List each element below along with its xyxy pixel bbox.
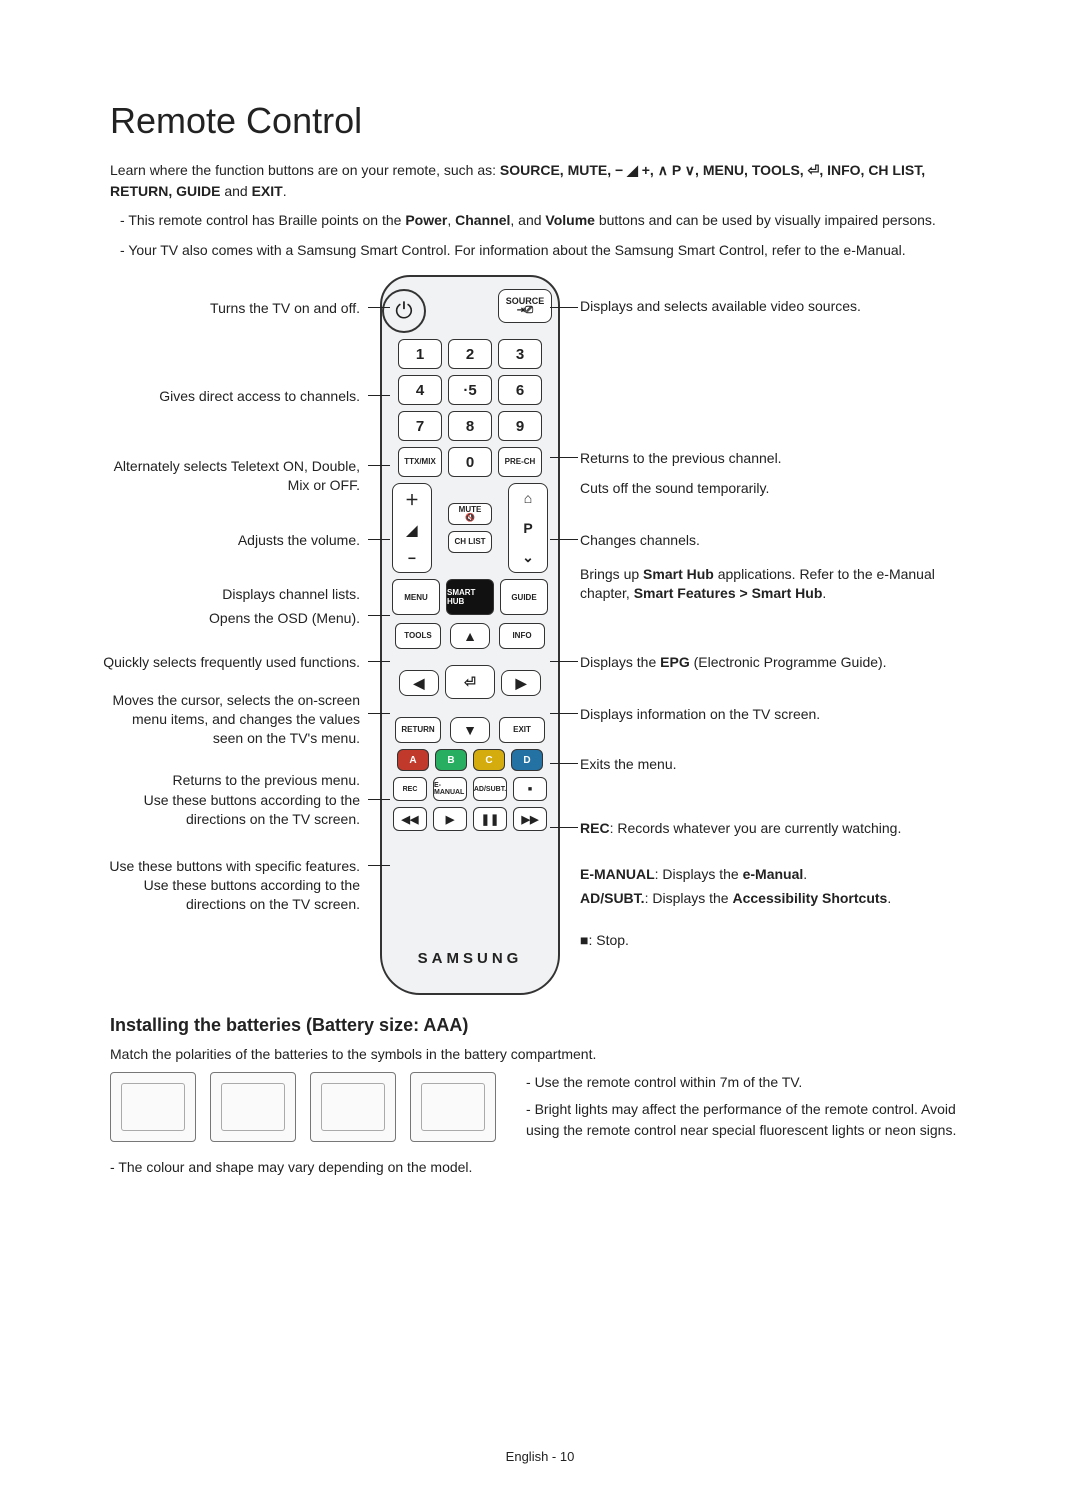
num-5[interactable]: ·5 [448,375,492,405]
color-a-button[interactable]: A [397,749,429,771]
label-power: Turns the TV on and off. [100,299,360,318]
label-source: Displays and selects available video sou… [580,297,980,316]
label-adsubt: AD/SUBT.: Displays the Accessibility Sho… [580,889,980,908]
remote-body: ⏻ SOURCE⇥⎚ 123 4·56 789 TTX/MIX0PRE-CH ＋… [380,275,560,995]
page-title: Remote Control [110,100,980,142]
num-9[interactable]: 9 [498,411,542,441]
batteries-heading: Installing the batteries (Battery size: … [110,1015,980,1036]
remote-diagram: ⏻ SOURCE⇥⎚ 123 4·56 789 TTX/MIX0PRE-CH ＋… [110,275,980,995]
power-button[interactable]: ⏻ [382,289,426,333]
source-button[interactable]: SOURCE⇥⎚ [498,289,552,323]
mute-icon: 🔇 [465,514,475,522]
pause-button[interactable]: ❚❚ [473,807,507,831]
emanual-button[interactable]: E-MANUAL [433,777,467,801]
num-8[interactable]: 8 [448,411,492,441]
play-button[interactable]: ▶ [433,807,467,831]
intro-paragraph: Learn where the function buttons are on … [110,160,980,202]
ttx-button[interactable]: TTX/MIX [398,447,442,477]
volume-icon: ◢ [407,522,418,539]
label-prech: Returns to the previous channel. [580,449,980,468]
return-button[interactable]: RETURN [395,717,441,743]
rewind-button[interactable]: ◀◀ [393,807,427,831]
chevron-down-icon: ⌄ [522,549,534,566]
battery-fig-1 [110,1072,196,1142]
home-icon: ⌂ [524,490,532,506]
label-volume: Adjusts the volume. [100,531,360,550]
nav-left[interactable]: ◀ [399,670,439,696]
tools-button[interactable]: TOOLS [395,623,441,649]
battery-tips: Use the remote control within 7m of the … [526,1072,980,1147]
info-button[interactable]: INFO [499,623,545,649]
nav-down[interactable]: ▼ [450,717,490,743]
label-stop: ■: Stop. [580,931,980,950]
intro-exit: EXIT [252,183,283,199]
label-smarthub: Brings up Smart Hub applications. Refer … [580,565,980,603]
battery-fig-2 [210,1072,296,1142]
nav-cluster: TOOLS INFO RETURN EXIT ▲ ▼ ◀ ▶ ⏎ [395,623,545,743]
num-6[interactable]: 6 [498,375,542,405]
label-rec: REC: Records whatever you are currently … [580,819,980,838]
label-colors: Use these buttons according to the direc… [100,791,360,829]
label-mute: Cuts off the sound temporarily. [580,479,980,498]
volume-rocker[interactable]: ＋◢− [392,483,432,573]
label-nav: Moves the cursor, selects the on-screen … [100,691,360,748]
num-7[interactable]: 7 [398,411,442,441]
label-numbers: Gives direct access to channels. [100,387,360,406]
tip-lights: Bright lights may affect the performance… [526,1099,980,1141]
page-footer: English - 10 [0,1449,1080,1464]
battery-figures [110,1072,496,1142]
stop-button[interactable]: ■ [513,777,547,801]
label-emanual: E-MANUAL: Displays the e-Manual. [580,865,980,884]
color-b-button[interactable]: B [435,749,467,771]
label-playback: Use these buttons with specific features… [100,857,360,914]
color-c-button[interactable]: C [473,749,505,771]
note-smartcontrol: Your TV also comes with a Samsung Smart … [120,240,980,262]
guide-button[interactable]: GUIDE [500,579,548,615]
note-colour-shape: The colour and shape may vary depending … [110,1157,980,1178]
num-4[interactable]: 4 [398,375,442,405]
intro-tail: and [220,183,251,199]
label-menu: Opens the OSD (Menu). [100,609,360,628]
color-d-button[interactable]: D [511,749,543,771]
batteries-lead: Match the polarities of the batteries to… [110,1046,980,1062]
adsubt-button[interactable]: AD/SUBT. [473,777,507,801]
channel-rocker[interactable]: ⌂P⌄ [508,483,548,573]
intro-lead: Learn where the function buttons are on … [110,162,500,178]
nav-up[interactable]: ▲ [450,623,490,649]
battery-fig-4 [410,1072,496,1142]
menu-button[interactable]: MENU [392,579,440,615]
rec-button[interactable]: REC [393,777,427,801]
forward-button[interactable]: ▶▶ [513,807,547,831]
label-guide: Displays the EPG (Electronic Programme G… [580,653,980,672]
label-chlist: Displays channel lists. [100,585,360,604]
brand-logo: SAMSUNG [418,950,523,985]
source-icon: ⇥⎚ [517,306,533,316]
chlist-button[interactable]: CH LIST [448,531,492,553]
note-braille: This remote control has Braille points o… [120,210,980,232]
tip-distance: Use the remote control within 7m of the … [526,1072,980,1093]
label-channel: Changes channels. [580,531,980,550]
label-info: Displays information on the TV screen. [580,705,980,724]
num-1[interactable]: 1 [398,339,442,369]
smarthub-button[interactable]: SMART HUB [446,579,494,615]
mute-button[interactable]: MUTE🔇 [448,503,492,525]
battery-fig-3 [310,1072,396,1142]
num-0[interactable]: 0 [448,447,492,477]
num-2[interactable]: 2 [448,339,492,369]
nav-right[interactable]: ▶ [501,670,541,696]
prech-button[interactable]: PRE-CH [498,447,542,477]
notes-list: This remote control has Braille points o… [120,210,980,261]
label-tools: Quickly selects frequently used function… [100,653,360,672]
label-exit: Exits the menu. [580,755,980,774]
label-return: Returns to the previous menu. [100,771,360,790]
label-ttx: Alternately selects Teletext ON, Double,… [100,457,360,495]
nav-enter[interactable]: ⏎ [445,665,495,699]
exit-button[interactable]: EXIT [499,717,545,743]
num-3[interactable]: 3 [498,339,542,369]
